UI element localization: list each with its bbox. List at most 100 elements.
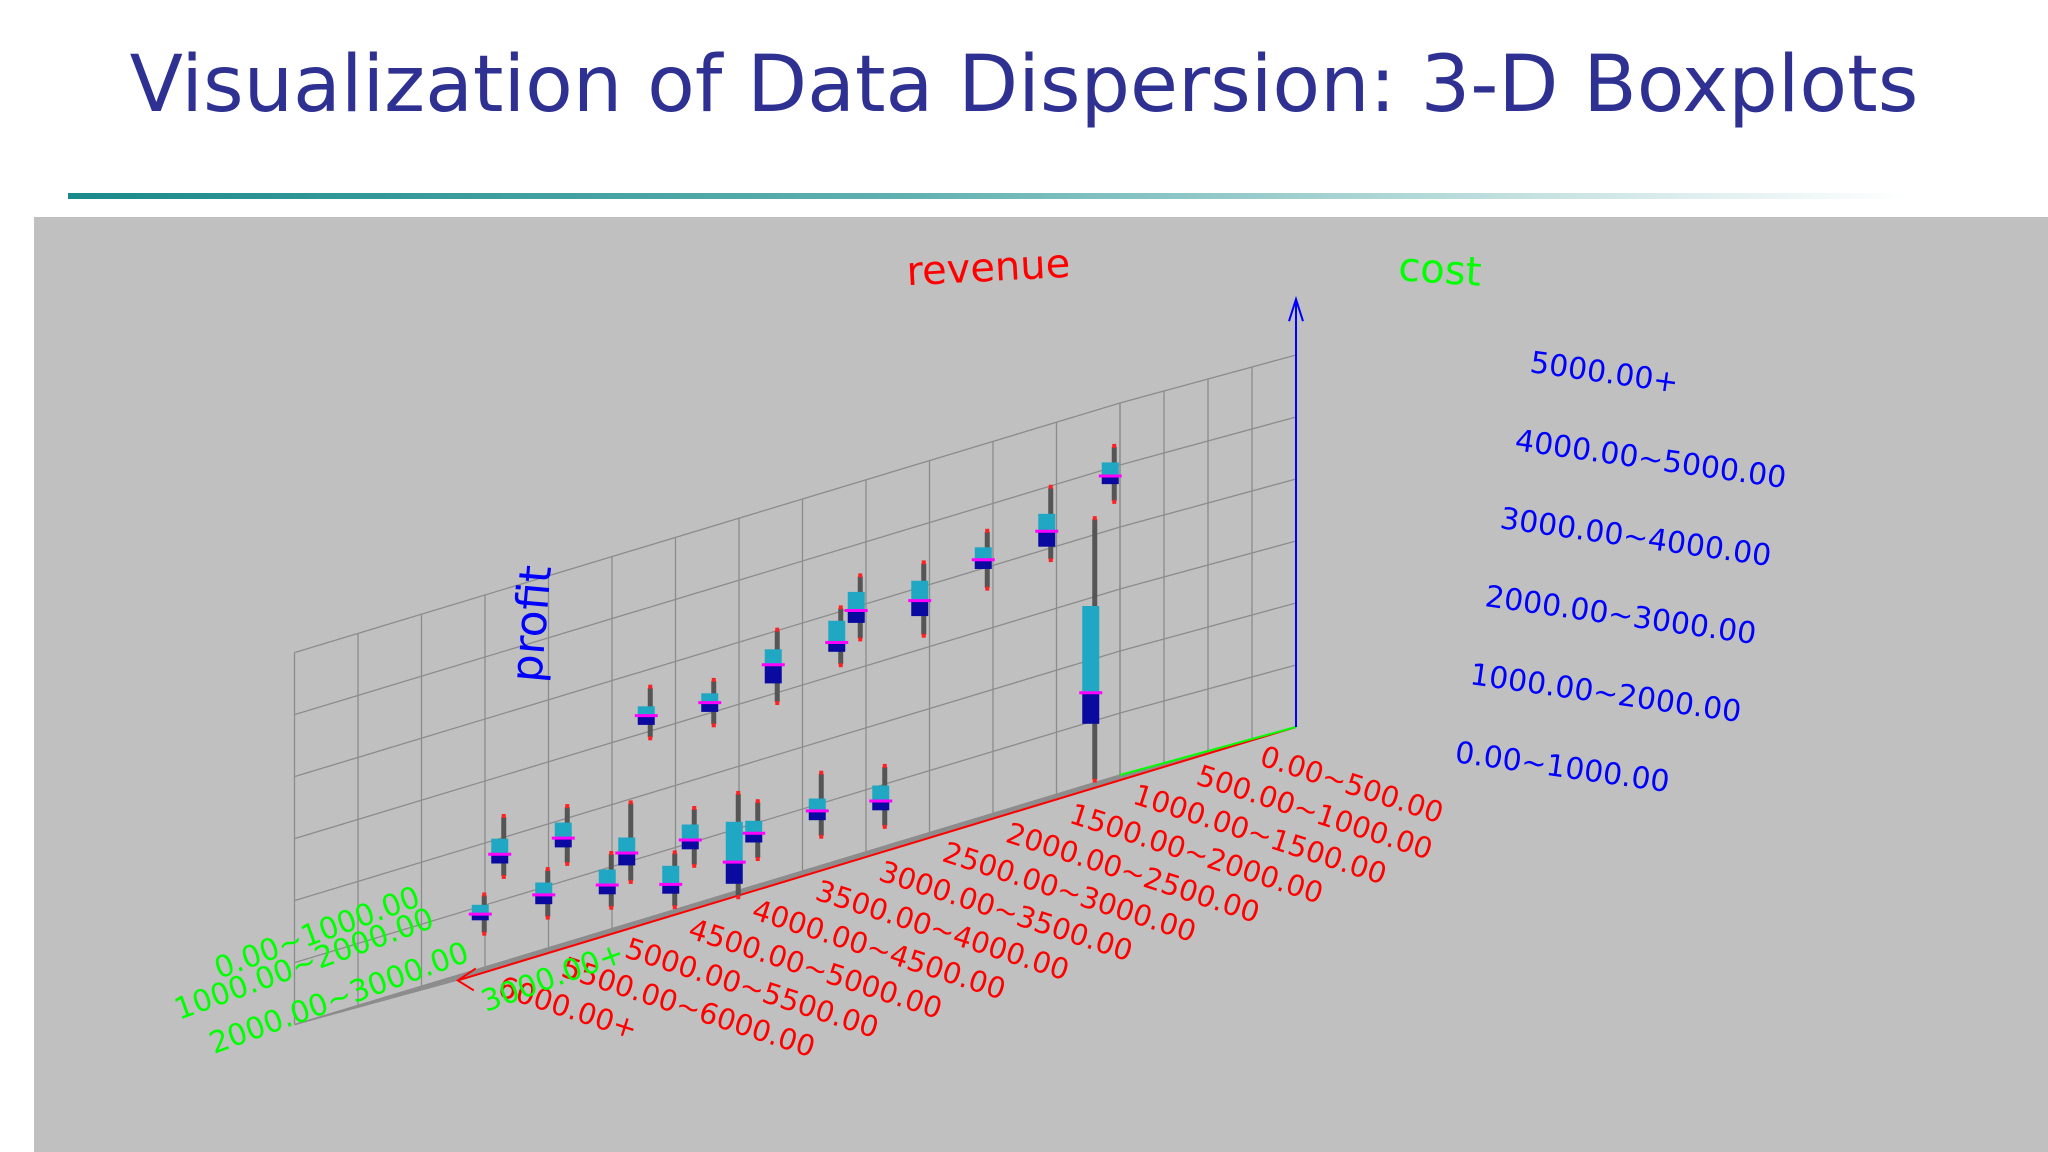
max-marker	[819, 770, 824, 775]
lower-box	[1101, 476, 1119, 485]
max-marker	[858, 573, 863, 578]
upper-box	[847, 591, 865, 611]
lower-box	[1082, 692, 1100, 724]
min-marker	[648, 736, 653, 741]
upper-box	[725, 821, 743, 863]
lower-box	[808, 810, 826, 821]
min-marker	[1048, 558, 1053, 563]
min-marker	[755, 857, 760, 861]
min-marker	[711, 723, 716, 728]
max-marker	[882, 763, 887, 768]
upper-box	[764, 649, 782, 665]
label-layer: revenue cost profit 0.00~500.00500.00~10…	[170, 241, 1789, 1064]
min-marker	[692, 863, 697, 868]
max-marker	[545, 867, 550, 872]
boxplot	[678, 806, 702, 868]
upper-box	[554, 822, 572, 839]
max-marker	[609, 851, 614, 855]
lower-box	[872, 801, 890, 811]
slide-title: Visualization of Data Dispersion: 3-D Bo…	[129, 40, 1919, 130]
lower-box	[745, 833, 763, 843]
boxplot	[1035, 484, 1059, 563]
max-marker	[482, 892, 487, 897]
min-marker	[1092, 778, 1097, 783]
upper-box	[491, 838, 509, 855]
boxplot	[595, 851, 619, 910]
revenue-axis-arrow	[455, 967, 477, 992]
min-marker	[819, 834, 824, 839]
boxplot	[615, 800, 639, 884]
min-marker	[1112, 499, 1117, 504]
revenue-axis-line	[457, 726, 1297, 982]
boxplot	[468, 892, 492, 936]
min-marker	[838, 663, 843, 668]
max-marker	[711, 677, 716, 682]
title-divider	[68, 193, 1908, 199]
profit-tick-label: 3000.00~4000.00	[1498, 501, 1773, 574]
side-wall-grid-line	[1119, 602, 1297, 652]
profit-tick-label: 1000.00~2000.00	[1468, 657, 1743, 730]
boxplot	[551, 804, 575, 866]
max-marker	[1048, 484, 1053, 489]
profit-axis-title: profit	[501, 563, 562, 684]
upper-box	[535, 882, 553, 895]
max-marker	[1112, 443, 1117, 448]
lower-box	[725, 862, 743, 884]
side-wall-grid-line	[1119, 416, 1297, 466]
upper-box	[701, 693, 719, 703]
max-marker	[501, 814, 506, 818]
upper-box	[1101, 462, 1119, 476]
lower-box	[681, 840, 699, 850]
max-marker	[755, 799, 760, 804]
floor-grid-line	[382, 750, 1209, 1002]
max-marker	[775, 627, 780, 632]
profit-tick-label: 4000.00~5000.00	[1513, 423, 1788, 496]
lower-box	[471, 914, 489, 921]
axis-layer	[455, 295, 1304, 992]
max-marker	[1092, 516, 1097, 521]
max-marker	[921, 560, 926, 565]
lower-box	[828, 642, 846, 652]
min-marker	[736, 895, 741, 900]
side-wall-grid-line	[1119, 354, 1297, 404]
back-wall-grid-line	[294, 588, 1121, 840]
back-wall-grid-line	[294, 774, 1121, 1026]
side-wall-grid-line	[1119, 664, 1297, 714]
floor-grid-line	[338, 762, 1165, 1014]
boxplot	[869, 763, 893, 829]
lower-box	[1038, 531, 1056, 547]
lower-box	[911, 600, 929, 617]
lower-box	[598, 885, 616, 895]
upper-box	[1082, 606, 1100, 693]
upper-box	[598, 869, 616, 885]
max-marker	[838, 605, 843, 610]
min-marker	[545, 915, 550, 920]
boxplot-3d-chart: revenue cost profit 0.00~500.00500.00~10…	[170, 241, 1789, 1064]
boxplot	[825, 605, 849, 668]
min-marker	[775, 701, 780, 705]
min-marker	[985, 586, 990, 591]
lower-box	[535, 894, 553, 905]
boxplot	[532, 867, 556, 920]
back-wall-grid-line	[294, 402, 1121, 654]
box-layer	[468, 443, 1122, 936]
min-marker	[609, 905, 614, 910]
max-marker	[672, 850, 677, 855]
back-wall-grid-line	[294, 650, 1121, 902]
profit-tick-label: 5000.00+	[1528, 345, 1681, 400]
boxplot	[1079, 516, 1103, 783]
boxplot	[761, 627, 785, 705]
side-wall-grid-line	[1119, 540, 1297, 590]
upper-box	[637, 706, 655, 716]
min-marker	[858, 637, 863, 642]
lower-box	[637, 715, 655, 725]
lower-box	[847, 610, 865, 623]
upper-box	[828, 620, 846, 643]
upper-box	[745, 820, 763, 834]
boxplot	[908, 560, 932, 638]
upper-box	[662, 865, 680, 885]
lower-box	[764, 664, 782, 684]
back-wall-grid-line	[294, 464, 1121, 716]
upper-box	[681, 824, 699, 840]
lower-box	[491, 854, 509, 864]
